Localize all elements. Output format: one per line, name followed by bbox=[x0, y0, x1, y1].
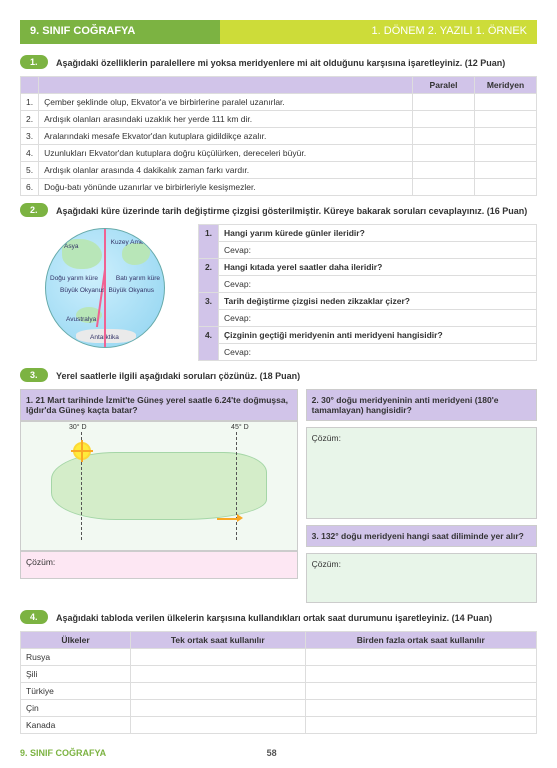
q4-prompt: Aşağıdaki tabloda verilen ülkelerin karş… bbox=[56, 613, 492, 623]
q4-col-countries: Ülkeler bbox=[21, 632, 131, 649]
q3-sub1-title: 1. 21 Mart tarihinde İzmit'te Güneş yere… bbox=[20, 389, 298, 421]
table-row: Türkiye bbox=[21, 683, 537, 700]
q2-badge: 2. bbox=[20, 203, 48, 217]
q3-header: 3. Yerel saatlerle ilgili aşağıdaki soru… bbox=[20, 369, 537, 383]
q2-answer-2[interactable]: Cevap: bbox=[219, 276, 537, 293]
table-row: 6.Doğu-batı yönünde uzanırlar ve birbirl… bbox=[21, 179, 537, 196]
q3-badge: 3. bbox=[20, 368, 48, 382]
q3-sub2-title: 2. 30° doğu meridyeninin anti meridyeni … bbox=[306, 389, 537, 421]
q2-prompt: Aşağıdaki küre üzerinde tarih değiştirme… bbox=[56, 206, 527, 216]
q4-col-multi: Birden fazla ortak saat kullanılır bbox=[305, 632, 536, 649]
table-row: Çin bbox=[21, 700, 537, 717]
q4-table: Ülkeler Tek ortak saat kullanılır Birden… bbox=[20, 631, 537, 734]
header-subject: 9. SINIF COĞRAFYA bbox=[20, 20, 220, 44]
q1-header: 1. Aşağıdaki özelliklerin paralellere mi… bbox=[20, 56, 537, 70]
table-row: 3.Aralarındaki mesafe Ekvator'dan kutupl… bbox=[21, 128, 537, 145]
page-number: 58 bbox=[267, 748, 277, 758]
q3-sub2-solution[interactable]: Çözüm: bbox=[306, 427, 537, 519]
footer-subject: 9. SINIF COĞRAFYA bbox=[20, 748, 106, 758]
sun-icon bbox=[75, 444, 89, 458]
page-header: 9. SINIF COĞRAFYA 1. DÖNEM 2. YAZILI 1. … bbox=[20, 20, 537, 44]
header-exam: 1. DÖNEM 2. YAZILI 1. ÖRNEK bbox=[220, 20, 537, 44]
q2-header: 2. Aşağıdaki küre üzerinde tarih değişti… bbox=[20, 204, 537, 218]
q3-prompt: Yerel saatlerle ilgili aşağıdaki sorular… bbox=[56, 371, 300, 381]
table-row: 1.Çember şeklinde olup, Ekvator'a ve bir… bbox=[21, 94, 537, 111]
q1-table: Paralel Meridyen 1.Çember şeklinde olup,… bbox=[20, 76, 537, 196]
q3-sub3-solution[interactable]: Çözüm: bbox=[306, 553, 537, 603]
q1-col-meridyen: Meridyen bbox=[475, 77, 537, 94]
turkey-map: 30° D 45° D bbox=[20, 421, 298, 551]
q2-answer-3[interactable]: Cevap: bbox=[219, 310, 537, 327]
q1-prompt: Aşağıdaki özelliklerin paralellere mi yo… bbox=[56, 58, 505, 68]
page-footer: 9. SINIF COĞRAFYA 58 bbox=[20, 748, 537, 758]
q4-badge: 4. bbox=[20, 610, 48, 624]
table-row: Kanada bbox=[21, 717, 537, 734]
q2-answer-4[interactable]: Cevap: bbox=[219, 344, 537, 361]
table-row: 5.Ardışık olanlar arasında 4 dakikalık z… bbox=[21, 162, 537, 179]
globe-diagram: Asya Kuzey Amerika Doğu yarım küre Batı … bbox=[20, 224, 190, 354]
q4-header: 4. Aşağıdaki tabloda verilen ülkelerin k… bbox=[20, 611, 537, 625]
q2-answer-1[interactable]: Cevap: bbox=[219, 242, 537, 259]
table-row: Şili bbox=[21, 666, 537, 683]
q3-sub3-title: 3. 132° doğu meridyeni hangi saat dilimi… bbox=[306, 525, 537, 547]
q3-sub1-solution[interactable]: Çözüm: bbox=[20, 551, 298, 579]
arrow-icon bbox=[237, 514, 243, 522]
table-row: 2.Ardışık olanları arasındaki uzaklık he… bbox=[21, 111, 537, 128]
q2-table: 1.Hangi yarım kürede günler ileridir? Ce… bbox=[198, 224, 537, 361]
q1-badge: 1. bbox=[20, 55, 48, 69]
q1-col-paralel: Paralel bbox=[413, 77, 475, 94]
q4-col-single: Tek ortak saat kullanılır bbox=[131, 632, 306, 649]
table-row: Rusya bbox=[21, 649, 537, 666]
table-row: 4.Uzunlukları Ekvator'dan kutuplara doğr… bbox=[21, 145, 537, 162]
